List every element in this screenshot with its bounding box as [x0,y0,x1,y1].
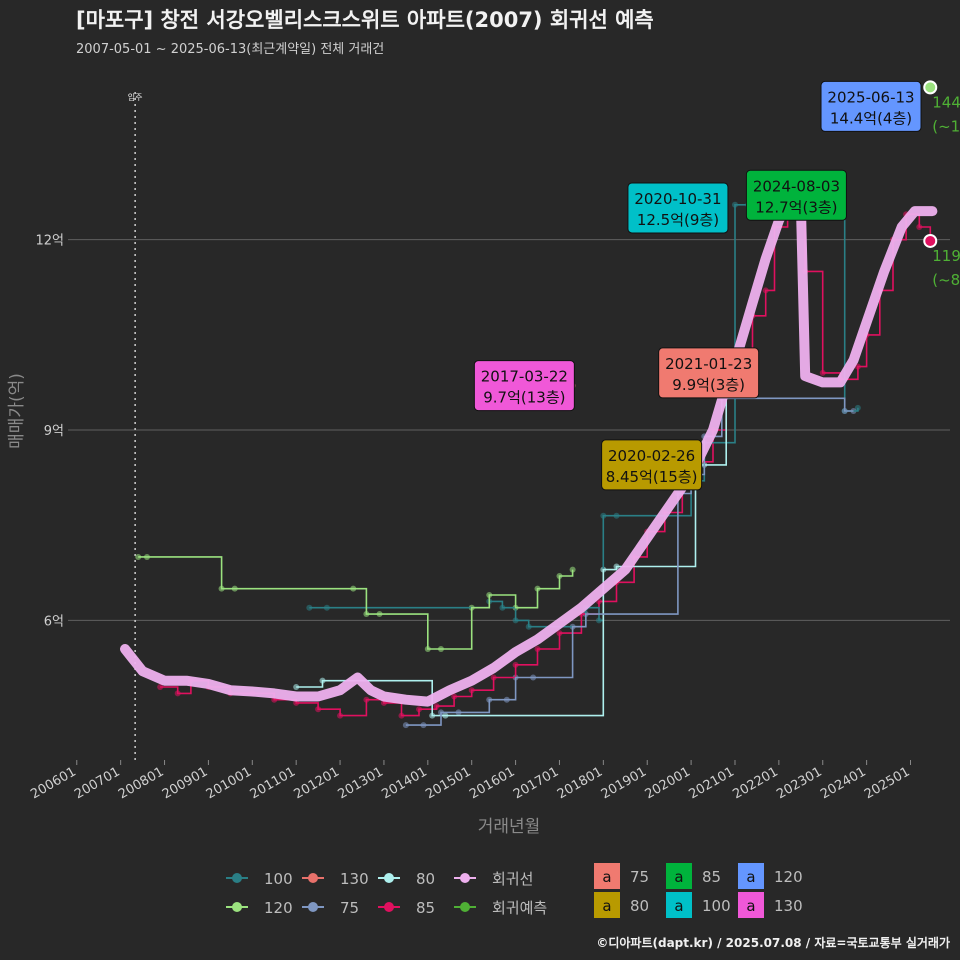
callout-date: 2017-03-22 [481,368,568,386]
x-tick-label: 200701 [72,764,122,802]
legend-box-glyph: a [602,868,611,886]
x-tick-label: 202501 [862,764,912,802]
y-tick-label: 12억 [35,234,64,249]
y-tick-label: 6억 [44,614,64,629]
legend-box-key [666,863,692,889]
data-point-80 [293,684,300,691]
legend-box-key [594,892,620,918]
x-tick-label: 201801 [555,764,605,802]
x-tick-label: 201701 [511,764,561,802]
legend-dot-key [232,902,242,912]
legend-dot-key [384,902,394,912]
callout-box [627,182,729,234]
callout-price: 14.4억(4층) [830,109,912,127]
callout-layer: 2025-06-13 14.4억(4층) 2024-08-03 12.7억(3층) 20… [473,80,922,491]
chart-title: [마포구] 창전 서강오벨리스크스위트 아파트(2007) 회귀선 예측 [76,8,654,32]
x-tick-label: 202401 [818,764,868,802]
legend-label: 회귀예측 [492,899,547,917]
legend-box-label: 75 [630,868,649,886]
callout-date: 2020-02-26 [608,447,695,465]
x-tick-label: 200901 [160,764,210,802]
x-tick-label: 201101 [248,764,298,802]
legend-label: 회귀선 [492,870,533,888]
legend-box-glyph: a [746,897,755,915]
x-tick-label: 201601 [467,764,517,802]
legend-box-glyph: a [674,868,683,886]
forecast-point [923,233,938,248]
callout-box [745,169,847,221]
legend-box-label: 80 [630,897,649,915]
forecast-point [923,80,938,95]
callout-date: 2020-10-31 [634,190,721,208]
x-tick-label: 200601 [28,764,78,802]
legend-label: 80 [416,870,435,888]
regression-line [120,190,938,707]
callout-box [473,360,575,412]
callout-price: 9.9억(3층) [672,376,745,394]
series-line-120 [138,556,574,650]
forecast-area: (~85㎡) [932,271,960,289]
legend-box-label: 130 [774,897,803,915]
y-axis-title: 매매가(억) [7,373,27,449]
legend-box-key [666,892,692,918]
legend-box-label: 85 [702,868,721,886]
series-line-75 [405,397,854,726]
x-tick-label: 201201 [292,764,342,802]
x-tick-label: 201501 [423,764,473,802]
x-tick-label: 201901 [599,764,649,802]
x-tick-label: 202201 [730,764,780,802]
x-tick-label: 201001 [204,764,254,802]
series-line-80 [296,372,741,717]
legend-box-glyph: a [746,868,755,886]
move-in-label: 입주 [128,93,143,102]
legend-dot-key [384,873,394,883]
data-point-75 [402,722,409,729]
forecast-price: 144,000 [932,93,960,111]
x-tick-label: 202001 [643,764,693,802]
legend-dot-key [460,873,470,883]
legend-dot-key [308,873,318,883]
legend-dot-key [232,873,242,883]
forecast-area: (~120㎡) [932,117,960,135]
forecast-price: 119,750 [932,247,960,265]
x-axis-title: 거래년월 [478,817,541,837]
series-layer: 144,000 (~120㎡) 119,750 (~85㎡) [120,80,960,726]
chart-subtitle: 2007-05-01 ~ 2025-06-13(최근계약일) 전체 거래건 [76,42,385,57]
x-tick-label: 200801 [116,764,166,802]
legend-dot-key [460,902,470,912]
callout-date: 2024-08-03 [753,177,840,195]
legend-box-key [594,863,620,889]
callout-box [820,80,922,132]
legend-box-key [738,892,764,918]
legend-label: 120 [264,899,293,917]
legend-label: 85 [416,899,435,917]
legend-box-glyph: a [674,897,683,915]
callout-price: 12.7억(3층) [755,198,837,216]
x-tick-label: 202301 [774,764,824,802]
legend-layer: 100 130 80 회귀선 120 75 85 회귀예측 a 75 a 85 a 120 a 80 a 100 a… [226,863,803,918]
legend-box-label: 120 [774,868,803,886]
callout-price: 12.5억(9층) [637,211,719,229]
points-layer [135,192,934,729]
x-tick-label: 201301 [335,764,385,802]
x-tick-label: 201401 [379,764,429,802]
y-tick-label: 9억 [44,424,64,439]
callout-box [658,347,760,399]
legend-label: 100 [264,870,293,888]
legend-box-key [738,863,764,889]
callout-price: 8.45억(15층) [606,468,698,486]
legend-box-label: 100 [702,897,731,915]
legend-box-glyph: a [602,897,611,915]
x-tick-label: 202101 [686,764,736,802]
callout-date: 2021-01-23 [665,355,752,373]
legend-label: 130 [340,870,369,888]
legend-dot-key [308,902,318,912]
series-line-100 [309,204,859,628]
credit-text: ©디아파트(dapt.kr) / 2025.07.08 / 자료=국토교통부 실… [596,936,950,950]
callout-price: 9.7억(13층) [483,389,565,407]
callout-date: 2025-06-13 [827,88,914,106]
legend-label: 75 [340,899,359,917]
callout-box [601,439,703,491]
